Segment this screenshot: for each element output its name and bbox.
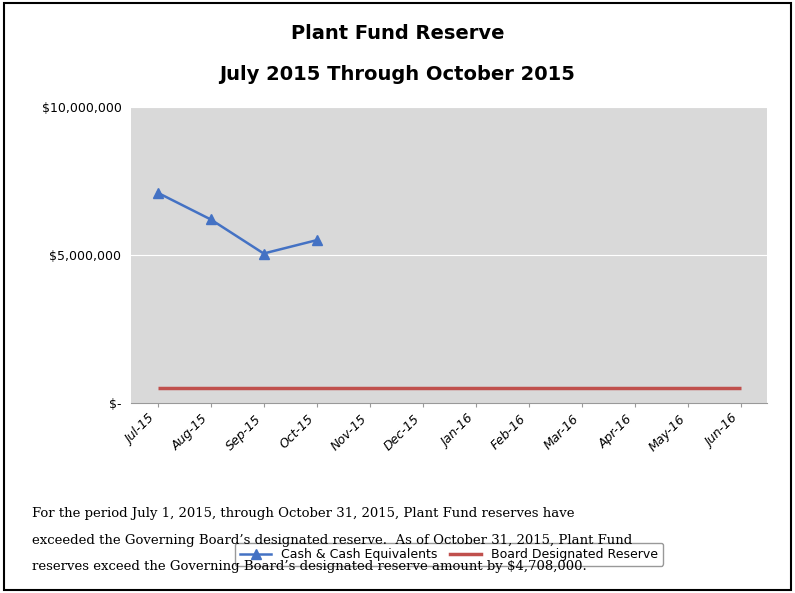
Text: Plant Fund Reserve: Plant Fund Reserve <box>291 24 504 43</box>
Text: reserves exceed the Governing Board’s designated reserve amount by $4,708,000.: reserves exceed the Governing Board’s de… <box>32 560 587 573</box>
Text: July 2015 Through October 2015: July 2015 Through October 2015 <box>219 65 576 84</box>
Text: For the period July 1, 2015, through October 31, 2015, Plant Fund reserves have: For the period July 1, 2015, through Oct… <box>32 507 574 520</box>
Legend: Cash & Cash Equivalents, Board Designated Reserve: Cash & Cash Equivalents, Board Designate… <box>235 543 663 566</box>
Text: exceeded the Governing Board’s designated reserve.  As of October 31, 2015, Plan: exceeded the Governing Board’s designate… <box>32 534 632 547</box>
